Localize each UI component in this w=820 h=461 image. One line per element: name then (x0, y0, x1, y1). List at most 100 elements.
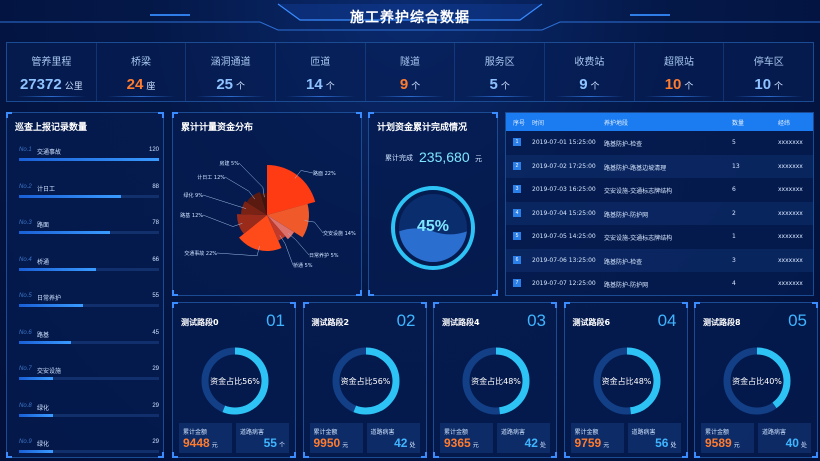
pie-label: 桥通 5% (293, 262, 313, 269)
row-index: 2 (513, 161, 521, 170)
stat-value: 10 (664, 76, 682, 93)
pie-label: 交安设施 14% (323, 230, 356, 237)
table-row[interactable]: 4 2019-07-04 15:25:00 路基防护-防护网 2 xxxxxxx (506, 201, 813, 225)
record-bar-track (19, 158, 159, 161)
stat-value: 9 (579, 76, 588, 93)
record-item: No.1 交通事故 120 (19, 147, 159, 165)
segment-disease-unit: 处 (409, 443, 416, 449)
row-place: 路基防护-检查 (604, 141, 643, 148)
row-time: 2019-07-07 12:25:00 (532, 280, 596, 287)
table-row[interactable]: 5 2019-07-05 14:25:00 交安设施-交通标志牌结构 1 xxx… (506, 225, 813, 248)
pie-slice[interactable] (246, 192, 267, 215)
stat-label: 停车区 (753, 57, 784, 68)
segment-amount-label: 累计金额 (574, 429, 599, 436)
table-row[interactable]: 7 2019-07-07 12:25:00 路基防护-防护网 4 xxxxxxx (506, 272, 813, 295)
plan-panel: 计划资金累计完成情况 累计完成 235,680 元 45% (368, 112, 498, 296)
row-time: 2019-07-05 14:25:00 (532, 233, 596, 240)
pie-slice[interactable] (267, 165, 316, 215)
segment-amount-unit: 元 (733, 443, 740, 449)
segment-amount-unit: 元 (472, 443, 479, 449)
stat-item: 桥梁 24 座 (97, 43, 187, 101)
pie-slice[interactable] (237, 214, 267, 234)
row-coord: xxxxxxx (778, 280, 803, 287)
maintenance-table: 序号 时间 养护地段 数量 经纬 1 2019-07-01 15:25:00 路… (505, 112, 814, 296)
stat-unit: 个 (236, 81, 246, 91)
stat-value: 25 (216, 76, 234, 93)
pie-slice[interactable] (260, 193, 267, 215)
segment-amount-wrap: 9365 元 (444, 436, 479, 450)
row-place: 交安设施-交通标志牌结构 (604, 188, 673, 195)
record-count: 120 (148, 147, 159, 153)
table-row[interactable]: 6 2019-07-06 13:25:00 路基防护-检查 3 xxxxxxx (506, 248, 813, 272)
row-index: 4 (513, 208, 521, 217)
stat-label: 隧道 (400, 57, 421, 68)
segment-disease-unit: 个 (278, 443, 285, 449)
stat-underline (196, 96, 266, 97)
segment-footer: 累计金额 9365 元 道路病害 42 处 (440, 423, 550, 453)
th-coord: 经纬 (778, 120, 791, 127)
stat-item: 停车区 10 个 (724, 43, 813, 101)
record-bar-track (19, 450, 159, 453)
pie-label-line (288, 233, 310, 256)
record-rank: No.3 (19, 220, 32, 226)
stat-value: 24 (126, 76, 144, 93)
pie-slice[interactable] (267, 215, 286, 241)
segment-ratio: 资金占比48% (471, 377, 521, 386)
segment-disease-wrap: 55 个 (264, 436, 285, 450)
segment-amount: 9448 (183, 436, 210, 450)
segment-footer: 累计金额 9589 元 道路病害 40 处 (701, 423, 811, 453)
segment-amount-cell: 累计金额 9759 元 (570, 423, 624, 453)
segment-disease-cell: 道路病害 42 处 (366, 423, 420, 453)
segment-disease-cell: 道路病害 40 处 (758, 423, 811, 453)
th-index: 序号 (513, 120, 526, 127)
th-place: 养护地段 (604, 120, 629, 127)
record-bar-track (19, 194, 159, 198)
record-count: 29 (152, 439, 159, 445)
pie-label-line (238, 162, 265, 198)
segment-disease-label: 道路病害 (631, 429, 656, 436)
segment-ring (723, 347, 791, 415)
stat-label: 涵洞通道 (210, 57, 251, 68)
pie-slice[interactable] (267, 215, 295, 240)
table-row[interactable]: 1 2019-07-01 15:25:00 路基防护-检查 5 xxxxxxx (506, 131, 813, 154)
table-row[interactable]: 2 2019-07-02 17:25:00 路基防护-路基边坡清理 13 xxx… (506, 154, 813, 178)
pie-slice[interactable] (241, 201, 267, 215)
stat-unit: 个 (325, 81, 335, 91)
stat-underline (555, 96, 624, 97)
segment-disease: 40 (785, 436, 799, 450)
record-count: 88 (152, 183, 159, 190)
segment-disease: 56 (655, 436, 669, 450)
segment-card: 测试路段8 05 资金占比40% 累计金额 9589 元 道路病害 40 处 (694, 302, 818, 458)
stat-value-wrap: 14 个 (276, 76, 365, 93)
pie-slice[interactable] (239, 215, 282, 251)
pie-slice[interactable] (267, 203, 309, 238)
segment-disease-cell: 道路病害 55 个 (236, 423, 289, 453)
segment-disease: 42 (394, 436, 408, 450)
pie-label-line (202, 194, 247, 209)
stat-item: 涵洞通道 25 个 (186, 43, 277, 101)
row-place: 路基防护-检查 (604, 258, 643, 266)
row-place: 交安设施-交通标志牌结构 (604, 235, 673, 242)
record-item: No.7 交安设施 29 (19, 366, 159, 384)
table-row[interactable]: 3 2019-07-03 16:25:00 交安设施-交通标志牌结构 6 xxx… (506, 178, 813, 201)
segment-footer: 累计金额 9759 元 道路病害 56 处 (570, 423, 681, 453)
row-time: 2019-07-06 13:25:00 (532, 256, 596, 264)
record-name: 计日工 (37, 185, 56, 193)
segment-disease-wrap: 56 处 (655, 436, 676, 450)
segment-ratio: 资金占比56% (210, 377, 260, 386)
segment-amount-label: 累计金额 (444, 429, 469, 436)
record-item: No.6 路基 45 (19, 330, 159, 348)
segment-card: 测试路段6 04 资金占比48% 累计金额 9759 元 道路病害 56 处 (563, 302, 688, 458)
stat-underline (465, 96, 535, 97)
records-title: 巡查上报记录数量 (15, 123, 88, 133)
segment-amount: 9759 (574, 436, 602, 450)
segment-disease-label: 道路病害 (370, 429, 395, 436)
segment-amount-cell: 累计金额 9448 元 (179, 423, 232, 453)
record-item: No.9 绿化 29 (19, 439, 159, 457)
segment-ring (201, 347, 269, 415)
segment-disease-label: 道路病害 (501, 429, 526, 436)
row-index: 1 (513, 138, 521, 146)
stat-value-wrap: 10 个 (635, 76, 724, 93)
